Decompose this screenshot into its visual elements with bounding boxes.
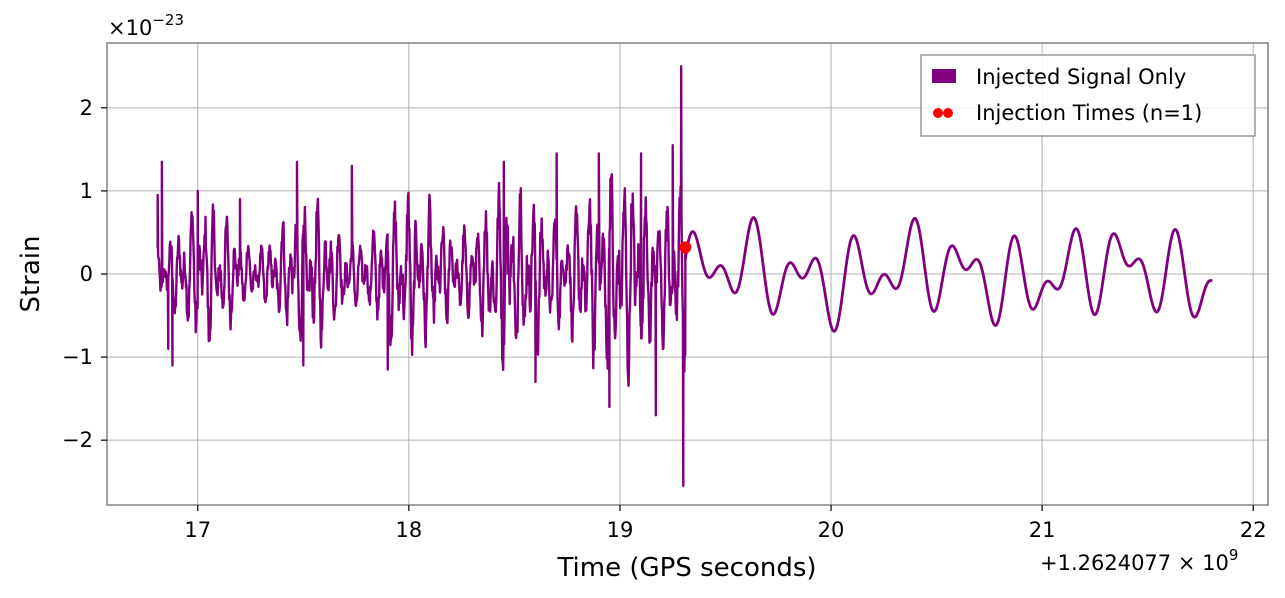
x-tick-label: 21 bbox=[1029, 518, 1056, 542]
x-axis-title: Time (GPS seconds) bbox=[556, 553, 816, 583]
x-axis-offset-label: +1.2624077 × 109 bbox=[1040, 546, 1238, 575]
y-axis-title: Strain bbox=[16, 235, 46, 312]
y-tick-label: −1 bbox=[62, 345, 93, 369]
x-tick-label: 20 bbox=[818, 518, 845, 542]
x-axis-ticks: 17 18 19 20 21 22 bbox=[184, 505, 1267, 542]
y-axis-scale-label: ×10−23 bbox=[108, 11, 184, 40]
y-axis-ticks: 2 1 0 −1 −2 bbox=[62, 96, 107, 452]
series-line-injected-signal-post bbox=[684, 216, 1213, 333]
x-tick-label: 17 bbox=[184, 518, 211, 542]
x-tick-label: 22 bbox=[1240, 518, 1267, 542]
legend-label-injection: Injection Times (n=1) bbox=[976, 101, 1202, 125]
x-tick-label: 19 bbox=[607, 518, 634, 542]
x-tick-label: 18 bbox=[395, 518, 422, 542]
legend-label-signal: Injected Signal Only bbox=[976, 65, 1186, 89]
legend-swatch-signal bbox=[932, 69, 956, 83]
y-tick-label: −2 bbox=[62, 428, 93, 452]
plot-area bbox=[156, 65, 1213, 488]
y-tick-label: 1 bbox=[80, 179, 93, 203]
injection-time-point bbox=[679, 241, 692, 254]
legend-box bbox=[920, 54, 1256, 137]
y-tick-label: 2 bbox=[80, 96, 93, 120]
legend-marker-injection-1 bbox=[933, 108, 943, 118]
series-line-injected-signal-pre bbox=[156, 65, 687, 488]
legend: Injected Signal Only Injection Times (n=… bbox=[920, 54, 1256, 137]
y-tick-label: 0 bbox=[80, 262, 93, 286]
legend-marker-injection-2 bbox=[943, 108, 953, 118]
